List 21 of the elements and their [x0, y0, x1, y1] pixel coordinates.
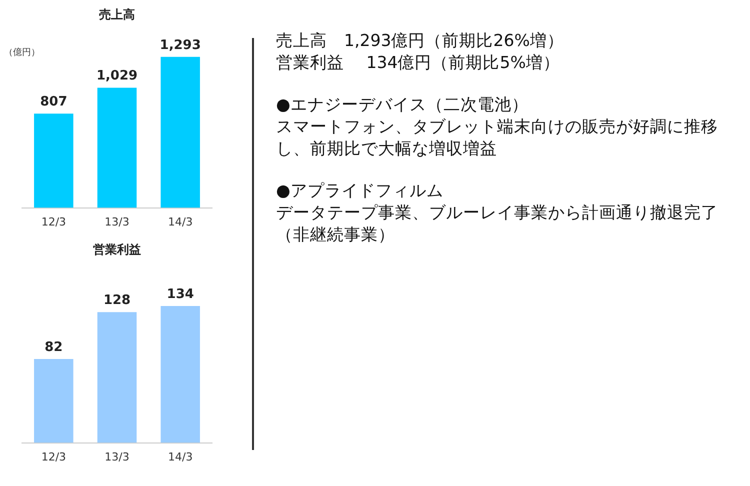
data-label: 82	[44, 340, 63, 355]
data-label: 807	[40, 94, 68, 110]
x-tick-label: 12/3	[41, 450, 66, 464]
chart-title: 売上高	[99, 7, 135, 22]
text: データテープ事業、ブルーレイ事業から計画通り撤退完了（非継続事業）	[276, 202, 719, 246]
text: スマートフォン、タブレット端末向けの販売が好調に推移し、前期比で大幅な増収増益	[276, 116, 719, 160]
chart-title: 営業利益	[93, 242, 141, 256]
text: ●エナジーデバイス（二次電池）	[276, 94, 530, 116]
text: 営業利益 134億円（前期比5%増）	[276, 52, 561, 74]
x-tick-label: 14/3	[168, 215, 193, 228]
data-label: 128	[103, 292, 131, 308]
data-label: 1,293	[160, 38, 201, 53]
data-label: 1,029	[96, 68, 138, 84]
x-tick-label: 14/3	[168, 450, 193, 464]
text: 売上高 1,293億円（前期比26%増）	[276, 30, 565, 52]
x-tick-label: 12/3	[41, 215, 66, 228]
x-tick-label: 13/3	[104, 215, 130, 228]
x-tick-label: 13/3	[104, 450, 130, 464]
data-label: 134	[166, 286, 194, 302]
y-axis-title: （億円）	[4, 46, 40, 59]
text: ●アプライドフィルム	[276, 180, 444, 202]
